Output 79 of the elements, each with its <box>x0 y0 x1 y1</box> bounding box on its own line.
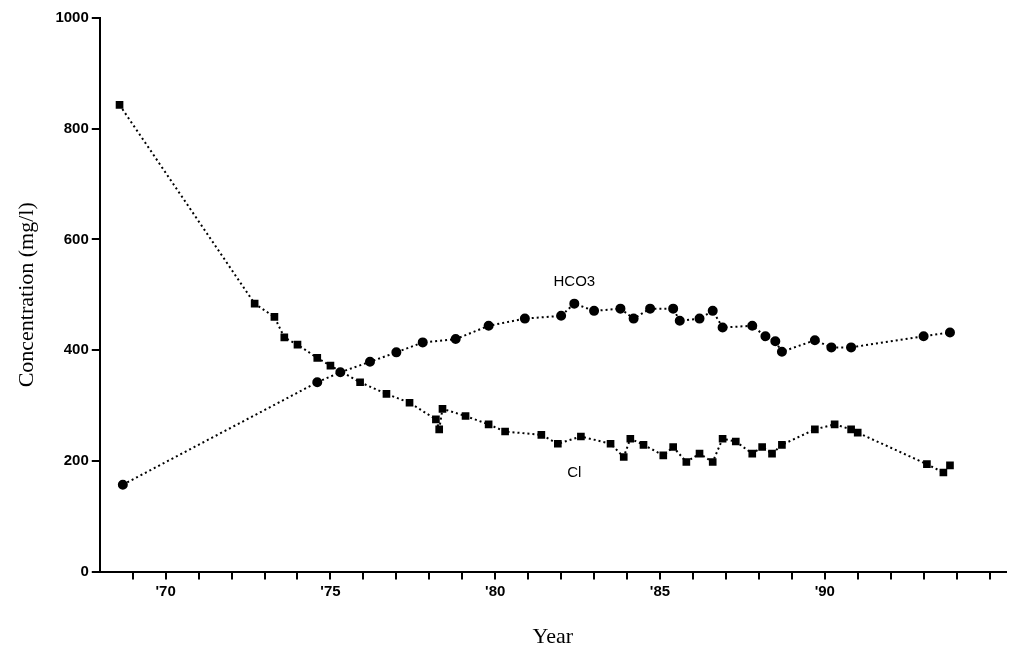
point <box>483 320 494 331</box>
point <box>776 346 787 357</box>
point <box>461 412 470 420</box>
series-label: HCO3 <box>553 272 596 290</box>
point <box>847 425 855 434</box>
point <box>639 441 648 449</box>
point <box>556 310 567 321</box>
point <box>619 453 628 461</box>
point <box>770 336 781 347</box>
x-tick-label: '90 <box>814 581 835 599</box>
point <box>615 303 626 314</box>
point <box>537 431 546 439</box>
point <box>405 398 414 407</box>
point <box>438 405 447 413</box>
point <box>569 298 580 309</box>
point <box>589 305 600 316</box>
series-label: Cl <box>567 463 582 481</box>
point <box>717 322 728 333</box>
point <box>313 354 322 362</box>
point <box>382 390 391 398</box>
y-tick-label: 0 <box>80 561 89 579</box>
x-tick-label: '80 <box>485 581 506 599</box>
y-tick-label: 800 <box>63 118 89 136</box>
y-tick-label: 200 <box>63 451 89 469</box>
point <box>826 342 837 353</box>
point <box>778 441 786 449</box>
point <box>853 428 862 437</box>
point <box>450 334 461 345</box>
x-tick-label: '70 <box>155 581 176 599</box>
point <box>270 313 279 321</box>
point <box>747 320 758 331</box>
point <box>811 425 819 434</box>
point <box>606 439 615 448</box>
point <box>432 415 440 424</box>
x-axis-title: Year <box>532 622 574 648</box>
x-tick-label: '75 <box>320 581 341 599</box>
x-tick-label: '85 <box>649 581 671 599</box>
point <box>946 461 954 470</box>
point <box>417 337 428 348</box>
point <box>694 313 705 324</box>
point <box>846 342 857 353</box>
point <box>674 315 685 326</box>
point <box>628 313 639 324</box>
y-tick-label: 600 <box>63 229 89 247</box>
point <box>117 479 128 490</box>
point <box>760 331 771 342</box>
point <box>768 449 776 458</box>
point <box>659 451 668 460</box>
point <box>809 335 820 346</box>
point <box>923 460 931 469</box>
point <box>519 313 530 324</box>
point <box>626 434 635 443</box>
point <box>668 303 679 314</box>
point <box>944 327 955 338</box>
point <box>731 437 740 446</box>
point <box>707 305 718 316</box>
point <box>748 449 757 458</box>
point <box>356 378 364 387</box>
point <box>682 458 691 466</box>
point <box>335 367 346 378</box>
point <box>645 303 656 314</box>
point <box>758 443 766 451</box>
y-tick-label: 400 <box>63 340 89 358</box>
point <box>391 347 402 358</box>
point <box>501 427 509 436</box>
point <box>554 439 562 448</box>
point <box>312 377 323 388</box>
point <box>708 458 717 466</box>
point <box>718 434 727 443</box>
point <box>115 101 124 109</box>
point <box>918 331 929 342</box>
y-axis-title: Concentration (mg/l) <box>12 202 38 388</box>
point <box>669 443 677 451</box>
point <box>280 333 289 342</box>
y-tick-label: 1000 <box>55 8 89 26</box>
point <box>577 432 585 441</box>
point <box>435 425 444 434</box>
point <box>695 449 704 458</box>
point <box>364 356 375 367</box>
